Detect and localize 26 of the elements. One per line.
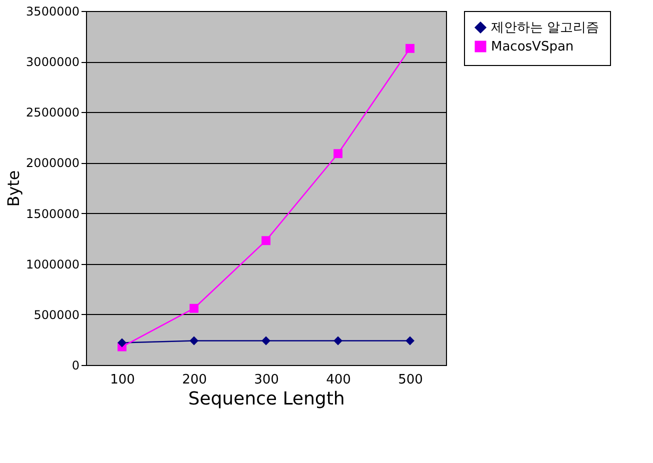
- point: [190, 304, 198, 313]
- point: [262, 336, 270, 346]
- y-tick-label: 3000000: [26, 55, 80, 70]
- y-tick-label: 1000000: [26, 257, 80, 272]
- point: [262, 236, 270, 246]
- point: [334, 149, 342, 158]
- x-tick-label: 500: [398, 372, 423, 388]
- legend-label: MacosVSpan: [491, 40, 574, 54]
- y-tick-label: 2500000: [26, 106, 80, 120]
- point: [406, 44, 414, 53]
- x-tick-label: 400: [326, 372, 351, 388]
- y-tick-label: 2000000: [26, 156, 80, 170]
- x-tick-label: 300: [254, 372, 279, 388]
- y-tick-label: 1500000: [26, 206, 80, 221]
- x-tick-label: 200: [182, 372, 207, 388]
- y-tick-label: 500000: [34, 308, 80, 322]
- legend-label: 제안하는 알고리즘: [491, 20, 600, 36]
- point: [334, 336, 342, 346]
- point: [190, 336, 198, 346]
- y-tick-label: 0: [72, 358, 80, 372]
- point: [118, 338, 126, 348]
- x-axis-title: Sequence Length: [188, 388, 345, 410]
- y-axis-title: Byte: [4, 170, 24, 207]
- point: [406, 336, 414, 346]
- y-tick-label: 3500000: [26, 4, 80, 18]
- x-tick-label: 100: [110, 372, 135, 388]
